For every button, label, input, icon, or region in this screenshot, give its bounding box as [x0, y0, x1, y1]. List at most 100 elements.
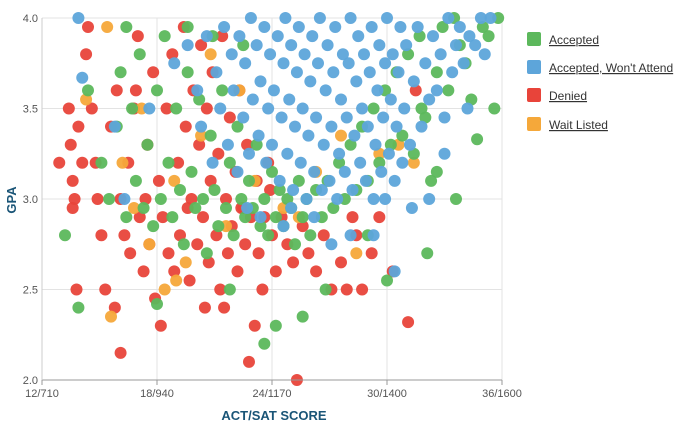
- data-point: [197, 211, 209, 224]
- data-point: [116, 156, 129, 169]
- data-point: [118, 229, 131, 242]
- data-point: [346, 183, 359, 196]
- legend-swatch-wait-listed: [527, 117, 541, 131]
- legend-item-denied[interactable]: Denied: [527, 88, 587, 103]
- data-point: [298, 48, 311, 61]
- data-point: [105, 310, 117, 323]
- data-point: [419, 111, 432, 124]
- legend-item-accepted[interactable]: Accepted: [527, 32, 599, 47]
- data-point: [185, 193, 198, 205]
- data-point: [446, 66, 459, 79]
- data-point: [262, 102, 275, 115]
- data-point: [91, 193, 104, 205]
- data-point: [160, 102, 173, 115]
- data-point: [218, 21, 231, 34]
- data-point: [335, 129, 347, 142]
- data-point: [114, 66, 127, 79]
- data-point: [275, 111, 288, 124]
- data-point: [413, 30, 426, 43]
- data-point: [129, 84, 142, 97]
- data-point: [392, 66, 405, 79]
- data-point: [323, 174, 336, 187]
- data-point: [400, 39, 413, 52]
- data-point: [365, 247, 378, 260]
- data-point: [66, 174, 79, 187]
- x-tick-label: 30/1400: [367, 388, 407, 400]
- data-point: [141, 138, 154, 151]
- data-point: [131, 30, 144, 43]
- data-point: [264, 183, 277, 196]
- data-point: [168, 57, 181, 70]
- data-point: [453, 21, 466, 34]
- data-point: [289, 120, 301, 133]
- data-point: [402, 316, 415, 329]
- y-tick-label: 4.0: [23, 13, 38, 25]
- data-point: [250, 39, 263, 52]
- data-point: [302, 247, 315, 260]
- data-point: [346, 211, 359, 224]
- data-point: [210, 66, 223, 79]
- data-point: [227, 84, 240, 97]
- data-point: [95, 229, 108, 242]
- data-point: [419, 57, 432, 70]
- data-point: [338, 165, 351, 178]
- data-point: [147, 66, 160, 79]
- data-point: [450, 193, 462, 205]
- data-point: [258, 21, 271, 34]
- data-point: [214, 102, 227, 115]
- data-point: [231, 265, 244, 278]
- legend-item-accepted-wont-attend[interactable]: Accepted, Won't Attend: [527, 60, 673, 75]
- data-point: [267, 84, 280, 97]
- data-point: [427, 30, 439, 43]
- data-point: [70, 283, 83, 296]
- data-point: [72, 12, 85, 24]
- data-point: [181, 66, 194, 79]
- data-point: [239, 211, 252, 224]
- data-point: [254, 75, 267, 88]
- data-point: [216, 84, 229, 97]
- series-accepted-won-t-attend: [72, 12, 497, 278]
- data-point: [344, 138, 357, 151]
- data-point: [241, 202, 254, 215]
- legend-item-wait-listed[interactable]: Wait Listed: [527, 117, 608, 132]
- data-point: [166, 211, 179, 224]
- data-point: [384, 93, 397, 106]
- data-point: [231, 120, 244, 133]
- data-point: [382, 147, 395, 160]
- data-point: [177, 238, 190, 251]
- data-point: [208, 183, 221, 196]
- legend: Accepted Accepted, Won't Attend Denied W…: [527, 32, 673, 132]
- data-point: [396, 156, 409, 169]
- data-point: [438, 147, 451, 160]
- legend-swatch-accepted: [527, 32, 541, 46]
- data-point: [415, 102, 428, 115]
- data-point: [256, 283, 269, 296]
- data-point: [193, 93, 206, 106]
- data-point: [438, 111, 451, 124]
- data-point: [250, 138, 263, 151]
- data-point: [327, 202, 340, 215]
- data-point: [423, 193, 436, 205]
- data-point: [344, 229, 357, 242]
- data-point: [254, 220, 267, 233]
- data-point: [133, 211, 146, 224]
- data-point: [325, 238, 338, 251]
- data-point: [296, 211, 309, 224]
- data-point: [266, 165, 278, 178]
- data-point: [168, 265, 181, 278]
- data-point: [363, 66, 376, 79]
- data-point: [216, 30, 229, 43]
- data-point: [252, 247, 265, 260]
- data-point: [375, 165, 388, 178]
- data-point: [220, 193, 232, 205]
- data-point: [402, 48, 415, 61]
- data-point: [76, 71, 89, 84]
- data-point: [120, 211, 133, 224]
- data-point: [243, 174, 255, 187]
- legend-label-denied: Denied: [549, 89, 587, 103]
- data-point: [183, 274, 196, 287]
- data-point: [206, 156, 219, 169]
- data-point: [436, 21, 449, 34]
- data-point: [327, 66, 340, 79]
- data-point: [407, 156, 420, 169]
